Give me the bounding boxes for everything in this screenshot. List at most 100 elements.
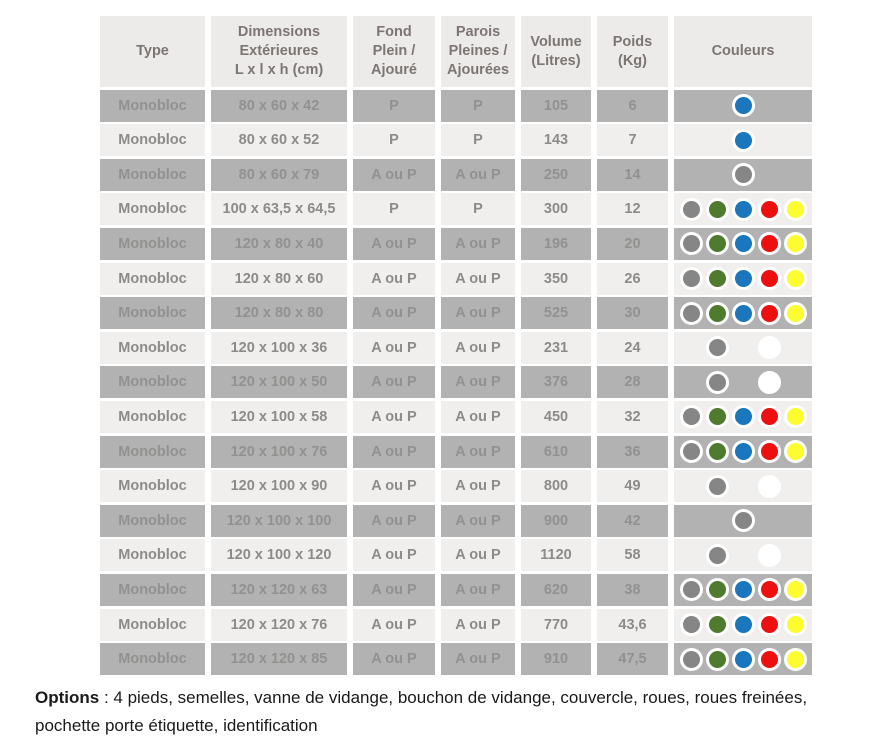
cell-poids: 42 — [597, 504, 668, 537]
cell-poids: 43,6 — [597, 608, 668, 641]
cell-volume: 800 — [521, 470, 591, 503]
cell-poids: 24 — [597, 331, 668, 364]
cell-parois: A ou P — [441, 470, 515, 503]
cell-dimensions: 80 x 60 x 79 — [211, 158, 347, 191]
color-dot-blue — [731, 94, 755, 118]
cell-couleurs — [674, 227, 812, 260]
cell-volume: 900 — [521, 504, 591, 537]
cell-type: Monobloc — [100, 227, 205, 260]
color-dot-gray — [679, 232, 703, 256]
cell-volume: 250 — [521, 158, 591, 191]
cell-type: Monobloc — [100, 366, 205, 399]
color-dot-blue — [731, 267, 755, 291]
options-note: Options : 4 pieds, semelles, vanne de vi… — [35, 684, 855, 740]
color-dot-gray — [679, 405, 703, 429]
cell-fond: A ou P — [353, 297, 435, 330]
color-dot-red — [757, 232, 781, 256]
cell-fond: P — [353, 89, 435, 122]
cell-fond: A ou P — [353, 331, 435, 364]
cell-poids: 26 — [597, 262, 668, 295]
color-dot-empty — [680, 336, 703, 359]
cell-couleurs — [674, 573, 812, 606]
column-header-parois: Parois Pleines / Ajourées — [441, 16, 515, 87]
cell-type: Monobloc — [100, 89, 205, 122]
cell-type: Monobloc — [100, 400, 205, 433]
column-header-couleurs: Couleurs — [674, 16, 812, 87]
color-dot-gray — [679, 440, 703, 464]
cell-fond: A ou P — [353, 262, 435, 295]
color-dot-yellow — [783, 232, 807, 256]
color-dot-green — [705, 578, 729, 602]
cell-volume: 610 — [521, 435, 591, 468]
cell-couleurs — [674, 124, 812, 157]
cell-couleurs — [674, 608, 812, 641]
color-dot-blue — [731, 405, 755, 429]
color-dot-white — [757, 474, 781, 498]
cell-couleurs — [674, 435, 812, 468]
cell-couleurs — [674, 297, 812, 330]
color-dot-empty — [732, 336, 755, 359]
cell-fond: A ou P — [353, 400, 435, 433]
cell-parois: A ou P — [441, 297, 515, 330]
cell-poids: 49 — [597, 470, 668, 503]
column-header-poids: Poids (Kg) — [597, 16, 668, 87]
cell-parois: A ou P — [441, 366, 515, 399]
cell-couleurs — [674, 643, 812, 676]
cell-dimensions: 120 x 100 x 50 — [211, 366, 347, 399]
color-dot-green — [705, 647, 729, 671]
color-dot-empty — [758, 94, 781, 117]
color-dot-empty — [784, 509, 807, 532]
cell-poids: 12 — [597, 193, 668, 226]
cell-couleurs — [674, 400, 812, 433]
cell-dimensions: 120 x 80 x 40 — [211, 227, 347, 260]
cell-volume: 196 — [521, 227, 591, 260]
cell-fond: A ou P — [353, 158, 435, 191]
color-dot-gray — [679, 197, 703, 221]
cell-fond: A ou P — [353, 643, 435, 676]
column-header-volume: Volume (Litres) — [521, 16, 591, 87]
table-body: Monobloc 80 x 60 x 42 P P 105 6 Monobloc 80 x 6… — [100, 89, 812, 676]
cell-volume: 525 — [521, 297, 591, 330]
cell-poids: 14 — [597, 158, 668, 191]
color-dot-white — [757, 543, 781, 567]
color-dot-yellow — [783, 301, 807, 325]
cell-dimensions: 120 x 80 x 60 — [211, 262, 347, 295]
cell-type: Monobloc — [100, 539, 205, 572]
cell-parois: P — [441, 193, 515, 226]
table-row: Monobloc 80 x 60 x 52 P P 143 7 — [100, 124, 812, 157]
color-dot-empty — [784, 163, 807, 186]
cell-fond: A ou P — [353, 504, 435, 537]
color-dot-empty — [784, 371, 807, 394]
cell-volume: 620 — [521, 573, 591, 606]
cell-poids: 28 — [597, 366, 668, 399]
cell-type: Monobloc — [100, 124, 205, 157]
color-dot-empty — [784, 94, 807, 117]
cell-parois: A ou P — [441, 331, 515, 364]
color-dot-blue — [731, 440, 755, 464]
cell-volume: 231 — [521, 331, 591, 364]
cell-poids: 6 — [597, 89, 668, 122]
cell-type: Monobloc — [100, 297, 205, 330]
cell-parois: A ou P — [441, 435, 515, 468]
color-dot-gray — [731, 509, 755, 533]
cell-volume: 350 — [521, 262, 591, 295]
color-dot-empty — [706, 509, 729, 532]
cell-volume: 300 — [521, 193, 591, 226]
cell-couleurs — [674, 539, 812, 572]
cell-type: Monobloc — [100, 158, 205, 191]
color-dot-empty — [784, 475, 807, 498]
color-dot-red — [757, 578, 781, 602]
cell-dimensions: 120 x 80 x 80 — [211, 297, 347, 330]
color-dot-empty — [784, 544, 807, 567]
product-spec-table: Type Dimensions Extérieures L x l x h (c… — [100, 16, 812, 676]
cell-fond: P — [353, 193, 435, 226]
cell-couleurs — [674, 89, 812, 122]
cell-poids: 47,5 — [597, 643, 668, 676]
cell-dimensions: 120 x 120 x 63 — [211, 573, 347, 606]
color-dot-green — [705, 301, 729, 325]
